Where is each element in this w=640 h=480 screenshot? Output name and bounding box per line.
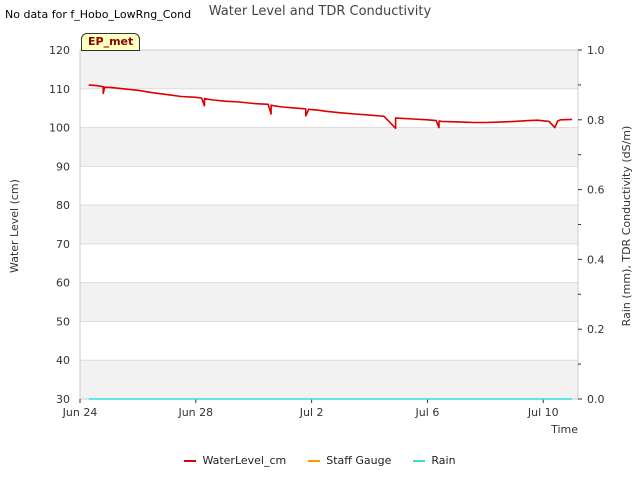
background-bands [80, 50, 578, 399]
right-axis: 0.0 0.2 0.4 0.6 0.8 1.0 [578, 44, 605, 406]
legend-item-waterlevel[interactable]: WaterLevel_cm [184, 454, 286, 467]
legend-item-staff-gauge[interactable]: Staff Gauge [308, 454, 391, 467]
y-right-tick-label: 0.4 [587, 253, 605, 266]
background-band [80, 205, 578, 244]
y-right-tick-label: 0.8 [587, 114, 605, 127]
background-band [80, 321, 578, 361]
y-tick-label: 70 [56, 238, 70, 251]
x-axis: Jun 24 Jun 28 Jul 2 Jul 6 Jul 10 [62, 399, 559, 419]
y-axis-right-label: Rain (mm), TDR Conductivity (dS/m) [620, 126, 633, 327]
y-right-tick-label: 1.0 [587, 44, 605, 57]
x-axis-label: Time [550, 423, 578, 436]
y-right-tick-label: 0.0 [587, 393, 605, 406]
no-data-notice: No data for f_Hobo_LowRng_Cond [5, 8, 192, 21]
y-tick-label: 120 [49, 44, 70, 57]
y-tick-label: 30 [56, 393, 70, 406]
y-right-tick-label: 0.2 [587, 323, 605, 336]
series-lines [88, 84, 573, 400]
y-right-tick-label: 0.6 [587, 184, 605, 197]
y-tick-label: 90 [56, 160, 70, 173]
legend-swatch-staff-gauge [308, 459, 321, 462]
chart-title: Water Level and TDR Conductivity [208, 4, 432, 19]
legend-label-waterlevel: WaterLevel_cm [202, 454, 287, 467]
series-line-waterlevel-cm [88, 84, 573, 130]
site-badge: EP_met [81, 33, 141, 51]
y-tick-label: 110 [49, 83, 70, 96]
legend-label-staff-gauge: Staff Gauge [326, 454, 392, 467]
legend-item-rain[interactable]: Rain [413, 454, 456, 467]
y-tick-label: 100 [49, 122, 70, 135]
legend: WaterLevel_cm Staff Gauge Rain [0, 454, 640, 467]
background-band [80, 360, 578, 399]
y-tick-label: 60 [56, 277, 70, 290]
x-tick-label: Jun 24 [62, 406, 98, 419]
background-band [80, 50, 578, 89]
y-tick-label: 50 [56, 315, 70, 328]
x-tick-label: Jul 10 [527, 406, 559, 419]
y-axis-label: Water Level (cm) [8, 179, 21, 273]
y-tick-label: 80 [56, 199, 70, 212]
y-tick-label: 40 [56, 354, 70, 367]
x-tick-label: Jun 28 [177, 406, 213, 419]
background-band [80, 127, 578, 167]
background-band [80, 243, 578, 283]
legend-label-rain: Rain [431, 454, 456, 467]
x-tick-label: Jul 2 [299, 406, 324, 419]
legend-swatch-rain [413, 459, 426, 462]
background-band [80, 88, 578, 128]
x-tick-label: Jul 6 [415, 406, 440, 419]
background-band [80, 166, 578, 206]
left-axis: 30 40 50 60 70 80 90 100 110 120 [49, 44, 70, 406]
background-band [80, 282, 578, 322]
legend-swatch-waterlevel [184, 459, 197, 462]
